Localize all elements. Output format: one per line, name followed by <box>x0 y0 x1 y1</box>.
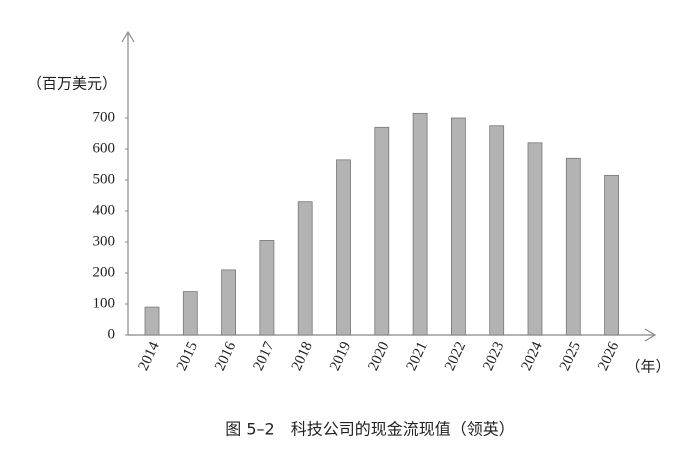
x-tick-label: 2025 <box>557 339 584 373</box>
y-tick-label: 700 <box>93 109 116 125</box>
x-tick-label: 2026 <box>595 339 622 373</box>
caption: 图 5–2 科技公司的现金流现值（领英） <box>225 420 514 439</box>
bar <box>144 306 160 336</box>
x-tick-label: 2018 <box>289 339 316 373</box>
bar <box>450 117 466 336</box>
x-tick-label: 2021 <box>404 339 431 373</box>
bar <box>604 174 619 336</box>
x-axis-title: （年） <box>625 358 670 376</box>
y-tick-label: 500 <box>93 171 116 187</box>
x-tick-label: 2023 <box>480 339 507 373</box>
x-tick-label: 2019 <box>327 339 354 373</box>
x-tick-label: 2022 <box>442 339 469 373</box>
x-tick-label: 2020 <box>365 339 392 373</box>
y-tick-label: 100 <box>93 295 116 311</box>
x-tick-label: 2015 <box>174 339 201 373</box>
bar <box>565 157 581 336</box>
x-tick-label: 2016 <box>212 339 239 373</box>
y-tick-label: 600 <box>93 140 116 156</box>
bar <box>297 201 313 336</box>
bar <box>221 269 237 336</box>
bar <box>182 291 198 336</box>
x-tick-label: 2024 <box>519 339 546 373</box>
bar <box>489 125 505 336</box>
y-axis-arrow <box>121 30 135 43</box>
bar <box>412 112 428 336</box>
bar <box>259 240 275 336</box>
y-tick-label: 0 <box>108 326 116 342</box>
y-tick-label: 300 <box>93 233 116 249</box>
x-axis-arrow <box>644 328 657 342</box>
y-axis-title: （百万美元） <box>27 75 117 93</box>
y-tick-label: 200 <box>93 264 116 280</box>
bar <box>336 159 351 336</box>
x-tick-label: 2014 <box>136 339 163 373</box>
bar <box>527 142 543 336</box>
y-tick-label: 400 <box>93 202 116 218</box>
x-tick-label: 2017 <box>250 339 277 373</box>
bar <box>374 126 390 336</box>
